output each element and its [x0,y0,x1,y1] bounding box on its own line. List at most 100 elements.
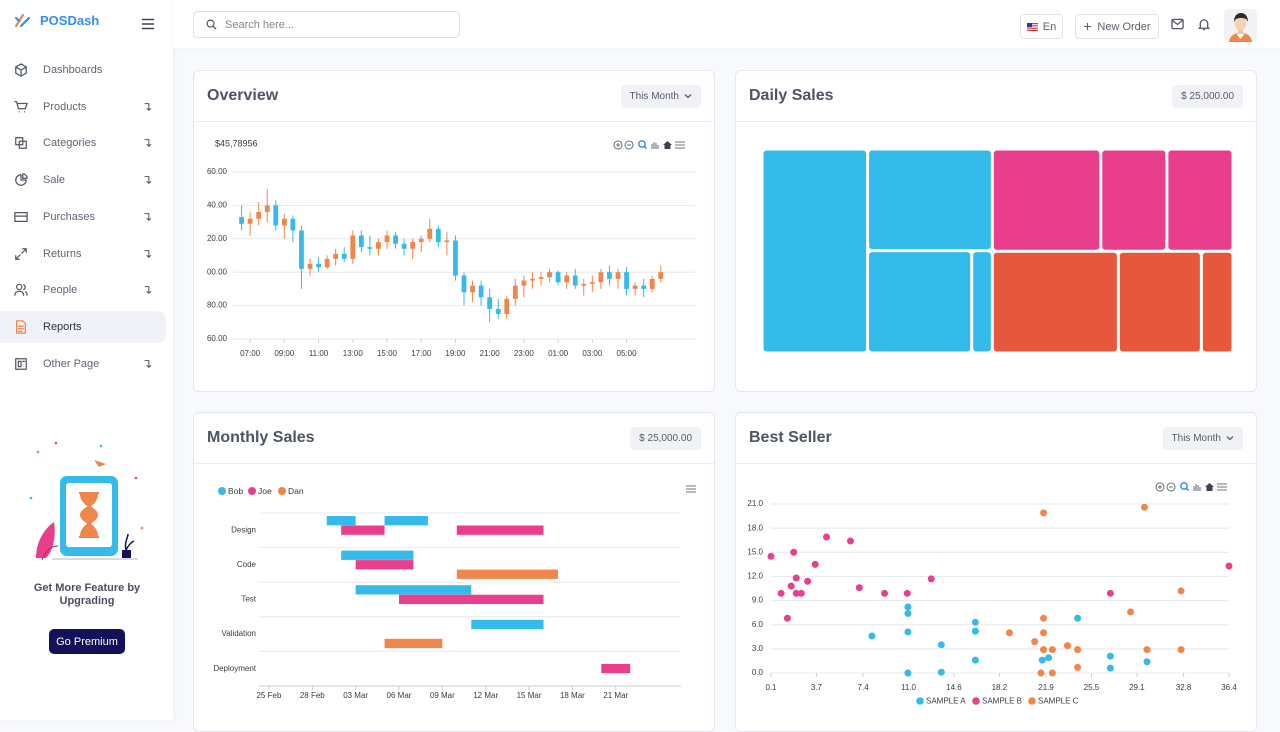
menu-item[interactable]: Categories [0,127,166,159]
scatter-point [1143,658,1151,666]
menu-item[interactable]: People [0,274,166,306]
candle-body [598,272,604,283]
arrow-shape [144,176,152,185]
candle-body [641,285,647,289]
pan-icon [1193,484,1201,491]
scatter-point [904,609,912,617]
candle-body [495,308,501,314]
candle-body [410,242,416,249]
top-bar: Search here... En New Order [173,0,1280,48]
arrow-shape [144,359,152,368]
chart-toolbar[interactable] [686,485,696,493]
menu-toggle[interactable] [141,18,155,30]
legend-label: SAMPLE C [1038,697,1079,706]
icon-shape [15,173,28,186]
treemap-tile [1119,252,1200,352]
y-tick-label: 15.0 [747,547,763,556]
submenu-arrow [144,286,152,295]
period-dropdown[interactable]: This Month [1162,426,1243,450]
menu-icon [15,357,27,370]
icon-shape [14,283,28,297]
search-box[interactable]: Search here... [193,11,460,38]
icon-shape [15,63,27,77]
legend-marker [218,487,226,495]
candle-body [324,258,330,268]
candle-body [470,285,475,293]
scatter-point [927,575,935,583]
x-tick-label: 21:00 [480,349,501,358]
candle-body [393,235,398,244]
card-header: Monthly Sales $ 25,000.00 [194,413,714,464]
card-title: Best Seller [749,429,832,446]
menu-label: Dashboards [43,64,103,76]
x-tick-label: 32.8 [1176,683,1192,692]
scatter-point [1038,656,1046,664]
icon-shape [14,211,28,222]
candle-body [649,278,655,289]
x-tick-label: 0.1 [765,683,777,692]
brand[interactable]: POSDash [14,12,99,29]
candle-body [581,283,587,286]
x-tick-label: 28 Feb [300,691,325,700]
chart-toolbar[interactable] [613,140,685,150]
candle-body [427,228,433,239]
scatter-point [787,582,795,590]
scatter-chart: 0.0 3.0 6.0 9.0 12.0 15.0 18.0 21.0 0.1 3.7 7.4 11.… [747,482,1237,706]
zoom-icon [1180,482,1188,490]
menu-item[interactable]: Other Page [0,348,166,380]
range-bar [341,525,385,535]
amount-badge: $ 25,000.00 [630,426,701,450]
range-bar [326,516,356,526]
y-tick-label: 0.0 [752,668,764,677]
scatter-point [1045,654,1053,662]
menu-item[interactable]: Reports [0,310,166,343]
user-avatar[interactable] [1224,9,1257,42]
x-tick-label: 03 Mar [343,691,368,700]
scatter-point [797,589,805,597]
scatter-point [767,552,775,560]
icon-shape [15,137,27,150]
mail-icon[interactable] [1171,18,1184,30]
pan-icon [651,142,659,149]
candle-body [333,253,339,259]
treemap-tile [1168,150,1232,250]
scatter-point [971,618,979,626]
avatar-image [1229,13,1252,42]
chart-toolbar[interactable] [1155,482,1227,492]
candle-body [589,282,595,284]
legend-label: SAMPLE B [982,697,1022,706]
promo-illustration [29,441,144,561]
language-selector[interactable]: En [1020,14,1063,39]
candle-body [607,272,612,279]
period-dropdown[interactable]: This Month [620,84,701,108]
go-premium-button[interactable]: Go Premium [49,629,125,654]
bell-icon[interactable] [1198,18,1210,31]
flag-icon [1026,22,1038,31]
treemap-tile [869,252,971,352]
scatter-point [1048,646,1056,654]
zoom-icon [638,140,646,148]
submenu-arrow [144,102,152,111]
menu-item[interactable]: Returns [0,238,166,270]
amount-badge: $ 25,000.00 [1172,84,1243,108]
y-category-label: Deployment [213,664,256,673]
scatter-point [846,537,854,545]
scatter-point [1031,638,1039,646]
scatter-point [1074,663,1082,671]
menu-item[interactable]: Products [0,91,166,123]
menu-item[interactable]: Purchases [0,201,166,233]
menu-item[interactable]: Sale [0,164,166,196]
x-tick-label: 12 Mar [473,691,498,700]
y-tick-label: 60.00 [207,334,228,343]
menu-item[interactable]: Dashboards [0,54,166,86]
range-bar [384,516,428,526]
new-order-button[interactable]: New Order [1075,14,1159,39]
scatter-point [1106,664,1114,672]
legend-label: Joe [258,486,272,496]
dropdown-caret [684,94,692,99]
scatter-point [1040,646,1048,654]
treemap-tile [973,252,991,352]
zoom-icon [1185,487,1190,492]
x-tick-label: 29.1 [1129,683,1145,692]
